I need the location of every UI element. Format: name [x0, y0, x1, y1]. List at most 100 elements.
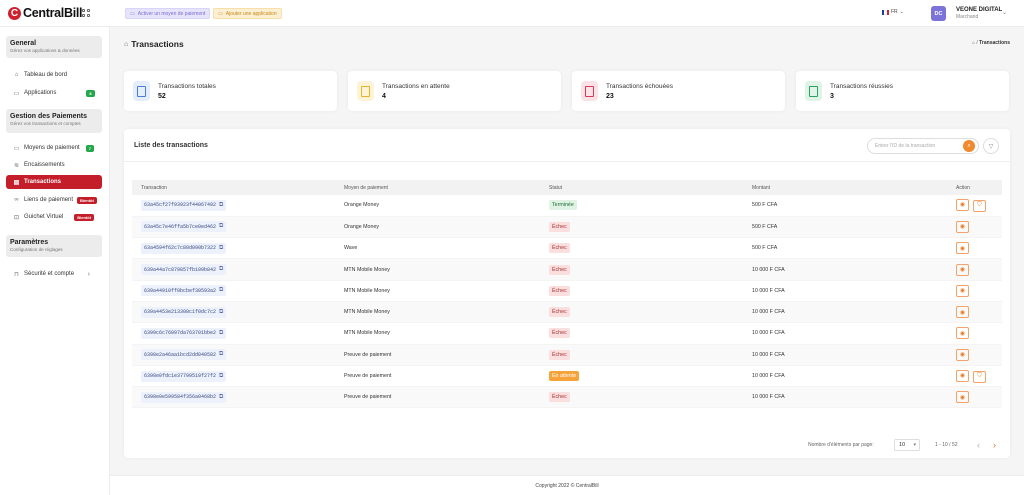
sidebar: General Gérez vos applications & données… — [0, 27, 110, 495]
footer: Copyright 2022 © CentralBill — [110, 475, 1024, 495]
add-application-button[interactable]: ▭ Ajouter une application — [213, 8, 282, 19]
previous-page-icon[interactable]: ‹ — [977, 440, 980, 450]
user-menu[interactable]: VEONE DIGITAL Marchand — [956, 7, 1002, 21]
search-icon[interactable]: ⌕ — [963, 140, 975, 152]
virtual-counter-soon-badge: Bientôt — [74, 213, 95, 221]
payment-method-cell: MTN Mobile Money — [335, 322, 540, 345]
stat-card-pending: Transactions en attente 4 — [348, 71, 561, 111]
table-row: 63a45c7e46ffa5b7ce0ed462 ⧉ Orange Money Éch… — [132, 216, 1002, 239]
transaction-id[interactable]: 6398e0e599584f356a0468b2 ⧉ — [141, 391, 227, 403]
per-page-label: Nombre d'éléments par page: — [808, 442, 874, 448]
payment-method-cell: Preuve de paiement — [335, 344, 540, 366]
copy-icon[interactable]: ⧉ — [219, 308, 224, 315]
transaction-id[interactable]: 63a4594f62c7c80d090b7322 ⧉ — [141, 242, 227, 254]
copy-icon[interactable]: ⧉ — [219, 244, 224, 251]
verify-icon[interactable]: ⛉ — [973, 370, 986, 383]
action-cell: ◉ — [947, 344, 1002, 366]
copy-icon[interactable]: ⧉ — [219, 287, 224, 294]
transaction-id[interactable]: 63a45cf27f93923f44067492 ⧉ — [141, 199, 227, 211]
view-icon[interactable]: ◉ — [956, 348, 969, 361]
document-icon — [581, 81, 598, 101]
transaction-id[interactable]: 6399c6c76097da763701bbe2 ⧉ — [141, 327, 227, 339]
transaction-id[interactable]: 6398e2a46aa1bcd2dd040582 ⧉ — [141, 349, 227, 361]
user-chevron-down-icon[interactable]: ⌄ — [1002, 10, 1008, 16]
sidebar-item-transactions[interactable]: ▤ Transactions — [6, 175, 102, 189]
verify-icon[interactable]: ⛉ — [973, 199, 986, 212]
view-icon[interactable]: ◉ — [956, 391, 969, 404]
sidebar-item-security[interactable]: ⊓ Sécurité et compte › — [14, 270, 90, 278]
search-input[interactable]: Entrer l'ID de la transaction — [867, 138, 979, 154]
sidebar-item-virtual-counter[interactable]: ⊡ Guichet Virtuel Bientôt — [6, 210, 102, 224]
transactions-table: Transaction Moyen de paiement Statut Mon… — [132, 180, 1002, 409]
amount-cell: 500 F CFA — [743, 195, 947, 217]
view-icon[interactable]: ◉ — [956, 220, 969, 233]
transaction-cell: 639a44a7c879857fb109b842 ⧉ — [132, 258, 335, 281]
amount-cell: 10 000 F CFA — [743, 365, 947, 388]
view-icon[interactable]: ◉ — [956, 242, 969, 255]
view-icon[interactable]: ◉ — [956, 369, 969, 382]
payment-method-cell: MTN Mobile Money — [335, 280, 540, 302]
transaction-id[interactable]: 639a4453e213308c1f0dc7c2 ⧉ — [141, 306, 227, 318]
copy-icon[interactable]: ⧉ — [219, 372, 224, 379]
copy-icon[interactable]: ⧉ — [219, 266, 224, 273]
transaction-id[interactable]: 639a44910ff0bcbef30593a2 ⧉ — [141, 285, 227, 297]
per-page-select[interactable]: 10 ▾ — [894, 439, 920, 451]
action-cell: ◉ ⛉ — [947, 195, 1002, 217]
home-icon[interactable]: ⌂ — [971, 40, 975, 46]
table-row: 6398e2a46aa1bcd2dd040582 ⧉ Preuve de paiem… — [132, 344, 1002, 366]
status-badge: Échec — [549, 285, 570, 296]
action-cell: ◉ — [947, 301, 1002, 324]
copy-icon[interactable]: ⧉ — [219, 393, 224, 400]
sidebar-item-collections[interactable]: ≋ Encaissements — [13, 162, 65, 169]
window-icon: ▭ — [13, 90, 20, 97]
sidebar-item-dashboard[interactable]: ⌂ Tableau de bord — [14, 72, 68, 78]
payment-method-cell: Preuve de paiement — [335, 386, 540, 409]
view-icon[interactable]: ◉ — [956, 306, 969, 319]
amount-cell: 500 F CFA — [743, 237, 947, 260]
link-icon: ∞ — [14, 197, 19, 203]
action-cell: ◉ — [947, 237, 1002, 260]
view-icon[interactable]: ◉ — [956, 327, 969, 340]
table-row: 639a44a7c879857fb109b842 ⧉ MTN Mobile Mone… — [132, 258, 1002, 281]
transaction-id[interactable]: 63a45c7e46ffa5b7ce0ed462 ⧉ — [141, 221, 227, 233]
transaction-cell: 6398e2a46aa1bcd2dd040582 ⧉ — [132, 344, 335, 366]
copy-icon[interactable]: ⧉ — [219, 329, 224, 336]
action-cell: ◉ — [947, 258, 1002, 281]
action-cell: ◉ ⛉ — [947, 365, 1002, 388]
filter-icon[interactable]: ▽ — [983, 138, 999, 154]
transaction-cell: 6398e0e599584f356a0468b2 ⧉ — [132, 386, 335, 409]
view-icon[interactable]: ◉ — [956, 263, 969, 276]
chevron-down-icon: ⌄ — [899, 9, 904, 15]
sidebar-item-applications[interactable]: ▭ Applications 8 — [6, 86, 102, 100]
language-selector[interactable]: FR ⌄ — [882, 9, 904, 15]
view-icon[interactable]: ◉ — [956, 284, 969, 297]
sidebar-item-payment-links[interactable]: ∞ Liens de paiement Bientôt — [6, 193, 102, 207]
copy-icon[interactable]: ⧉ — [219, 201, 224, 208]
add-payment-method-button[interactable]: ▭ Activer un moyen de paiement — [125, 8, 211, 19]
copy-icon[interactable]: ⧉ — [219, 351, 224, 358]
list-icon: ▤ — [13, 179, 20, 186]
avatar[interactable]: DC — [931, 6, 946, 21]
home-icon: ⌂ — [14, 72, 19, 78]
sidebar-item-payment-methods[interactable]: ▭ Moyens de paiement 7 — [6, 141, 102, 155]
card-icon: ▭ — [130, 10, 135, 17]
table-row: 6398e0e599584f356a0468b2 ⧉ Preuve de paiem… — [132, 386, 1002, 409]
document-icon — [133, 81, 150, 101]
payment-methods-count-badge: 7 — [85, 144, 94, 152]
user-name: VEONE DIGITAL — [956, 7, 1003, 13]
apps-grid-icon[interactable] — [82, 9, 90, 17]
column-header: Transaction — [132, 180, 335, 195]
transaction-id[interactable]: 639a44a7c879857fb109b842 ⧉ — [141, 264, 227, 276]
pagination: Nombre d'éléments par page: 10 ▾ 1 - 10 … — [124, 439, 1010, 451]
page-range: 1 - 10 / 52 — [935, 442, 958, 448]
payment-method-cell: MTN Mobile Money — [335, 301, 540, 324]
status-badge: Terminée — [549, 200, 577, 211]
card-icon: ▭ — [13, 145, 20, 152]
section-settings: Paramètres Configuration de réglages — [6, 235, 102, 257]
view-icon[interactable]: ◉ — [956, 198, 969, 211]
transaction-id[interactable]: 6398e0fdc1e37799510f27f2 ⧉ — [141, 370, 227, 382]
copy-icon[interactable]: ⧉ — [219, 223, 224, 230]
status-cell: Échec — [540, 237, 743, 260]
next-page-icon[interactable]: › — [993, 440, 996, 450]
logo[interactable]: C CentralBill — [8, 6, 83, 20]
